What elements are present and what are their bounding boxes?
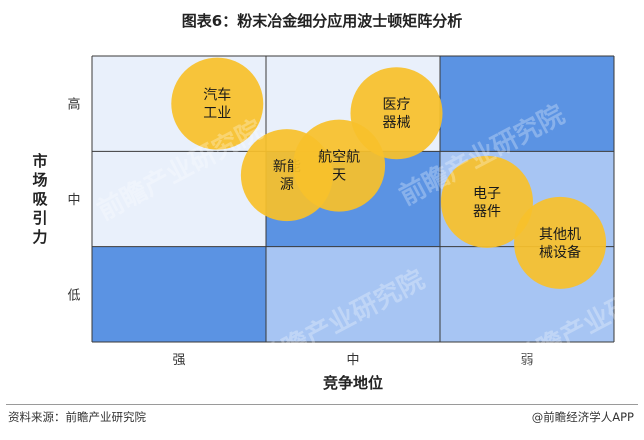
matrix-cell [440, 56, 614, 152]
bubble-label: 器件 [473, 204, 501, 220]
bubble [171, 57, 264, 150]
bubble-label: 汽车 [203, 87, 231, 104]
bubble-label: 器械 [383, 115, 411, 131]
bubble [350, 67, 443, 160]
bubble-label: 电子 [473, 186, 501, 202]
bubble-label: 医疗 [383, 97, 411, 113]
matrix-cell [266, 246, 440, 342]
source-note: 资料来源：前瞻产业研究院 [8, 410, 146, 424]
y-axis-title-char: 力 [32, 228, 47, 246]
x-tick-label: 中 [346, 353, 359, 368]
bubble-label: 天 [332, 168, 346, 184]
chart-title: 图表6：粉末冶金细分应用波士顿矩阵分析 [181, 12, 463, 30]
brand-credit: @前瞻经济学人APP [531, 410, 634, 424]
axis-ticks: 强中弱高中低 [67, 97, 533, 368]
x-tick-label: 强 [172, 353, 185, 368]
y-axis-title-char: 引 [32, 209, 47, 227]
y-tick-label: 中 [67, 193, 80, 208]
y-tick-label: 低 [67, 288, 80, 303]
y-axis-title-char: 场 [32, 171, 47, 189]
bubble-label: 械设备 [539, 244, 581, 261]
bubble-label: 航空航 [318, 150, 360, 166]
bubble-label: 源 [280, 177, 294, 193]
matrix-cell [92, 246, 266, 342]
x-tick-label: 弱 [520, 353, 533, 368]
bubble [514, 196, 607, 289]
matrix-cell [92, 151, 266, 247]
y-tick-label: 高 [67, 97, 80, 113]
bubble-label: 其他机 [539, 227, 581, 243]
x-axis-title: 竞争地位 [323, 374, 383, 392]
y-axis-title-char: 吸 [32, 190, 48, 208]
bubble [440, 155, 533, 248]
footer-divider [6, 404, 638, 405]
bubble-label: 工业 [203, 106, 231, 122]
y-axis-title-char: 市 [32, 152, 47, 170]
